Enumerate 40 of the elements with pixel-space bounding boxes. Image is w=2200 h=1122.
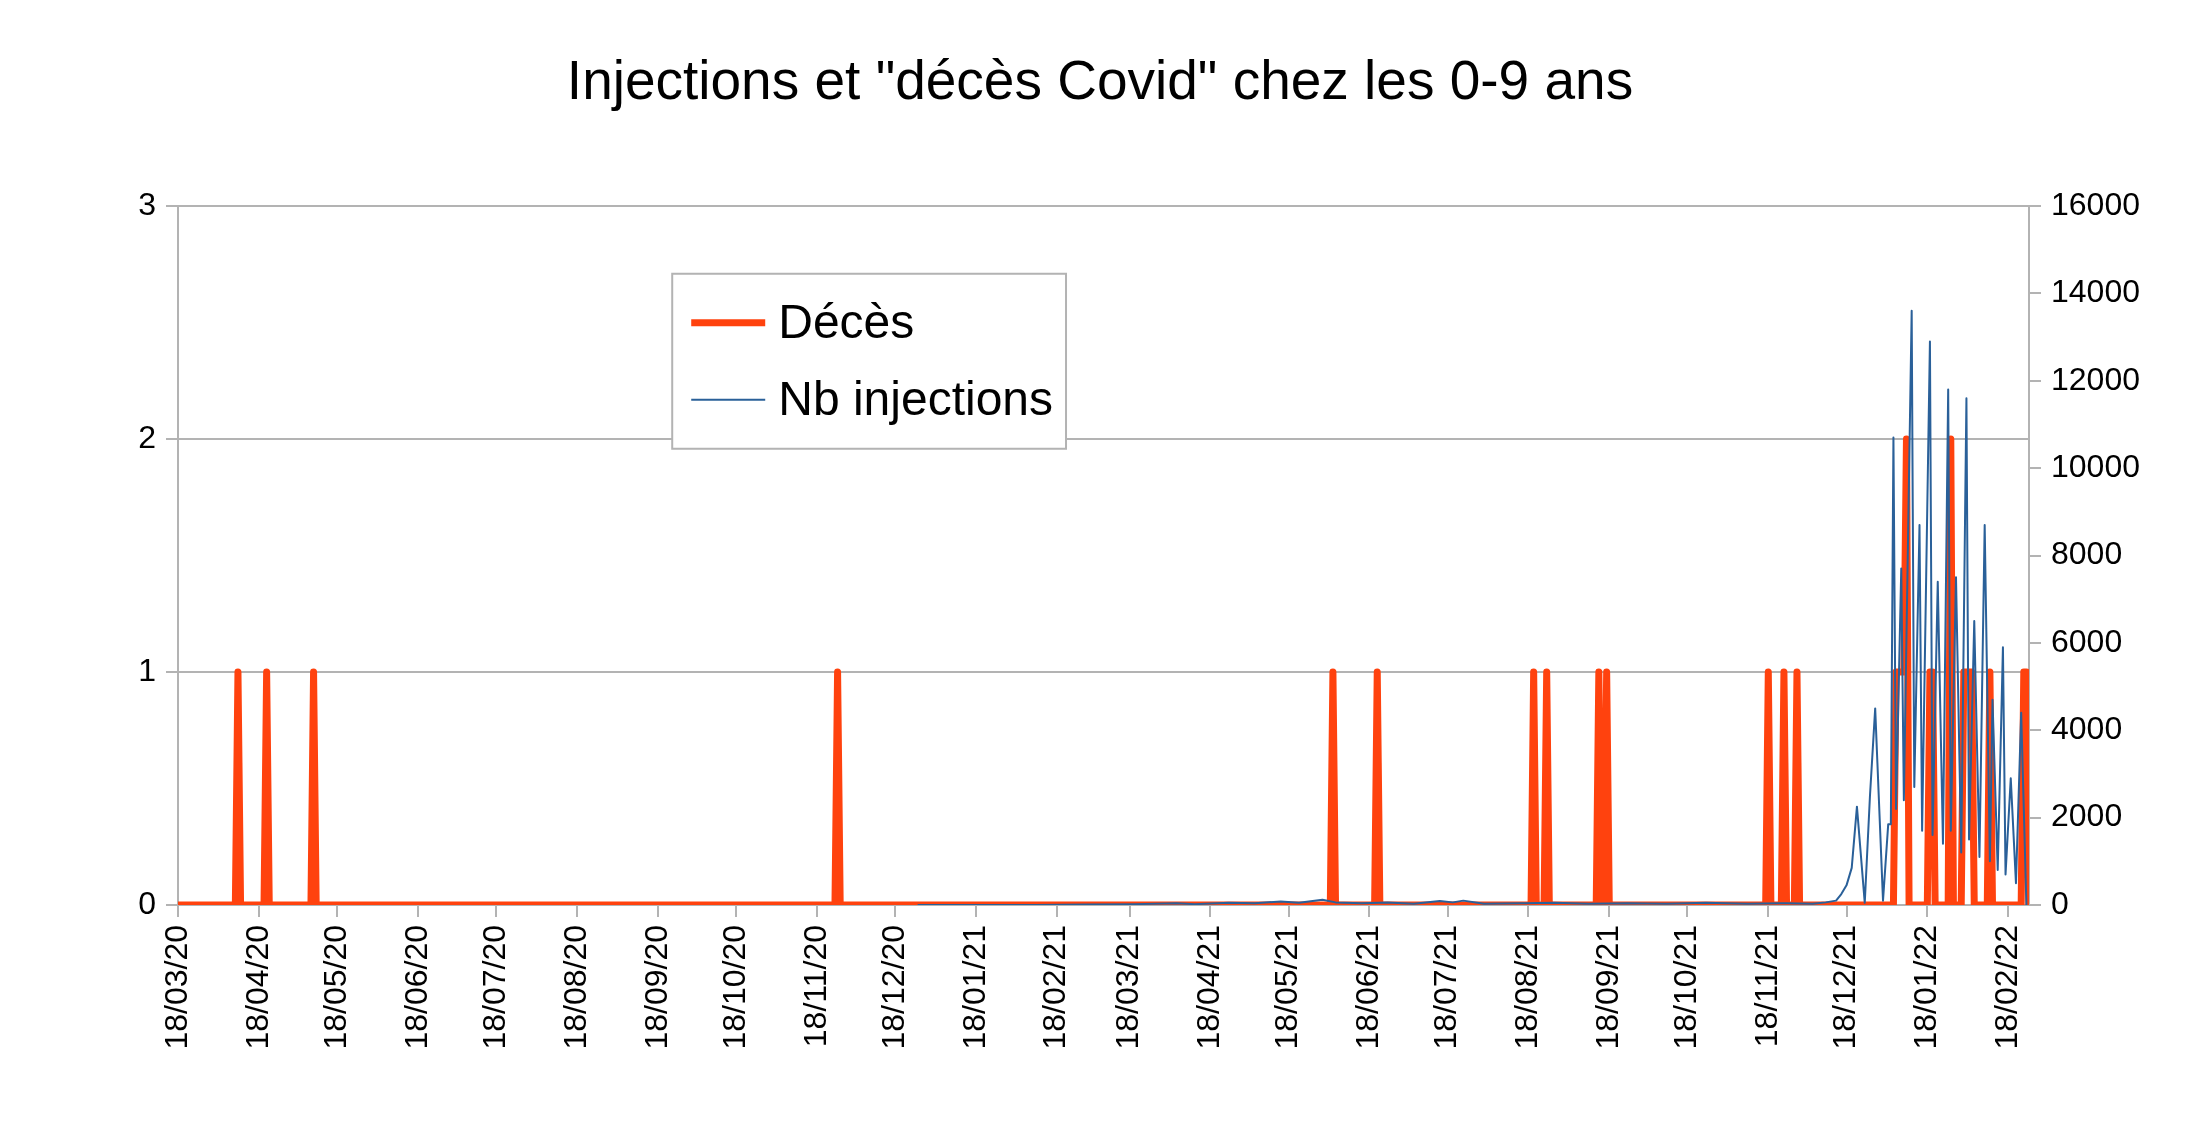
x-tick-label: 18/02/21	[1036, 925, 1073, 1050]
x-tick-label: 18/05/20	[316, 925, 353, 1050]
x-tick-label: 18/04/20	[238, 925, 275, 1050]
x-tick-label: 18/05/21	[1268, 925, 1305, 1050]
x-tick-label: 18/06/20	[397, 925, 434, 1050]
x-tick-label: 18/01/21	[955, 925, 992, 1050]
y2-tick-label: 2000	[2051, 797, 2123, 834]
x-tick-label: 18/12/21	[1826, 925, 1863, 1050]
x-tick-label: 18/11/21	[1748, 925, 1785, 1048]
y-tick-label: 2	[138, 418, 156, 455]
y2-tick-label: 16000	[2051, 185, 2140, 222]
chart-title: Injections et "décès Covid" chez les 0-9 ans	[566, 49, 1634, 112]
legend-label: Nb injections	[778, 372, 1054, 426]
x-tick-label: 18/12/20	[874, 925, 911, 1050]
x-tick-label: 18/03/20	[157, 925, 194, 1050]
y2-tick-label: 14000	[2051, 273, 2140, 310]
x-tick-label: 18/11/20	[796, 925, 833, 1048]
y2-tick-label: 0	[2051, 884, 2069, 921]
y-tick-label: 3	[138, 185, 156, 222]
y2-tick-label: 8000	[2051, 535, 2123, 572]
y-tick-label: 0	[138, 884, 156, 921]
y2-tick-label: 6000	[2051, 622, 2123, 659]
y-tick-label: 1	[138, 651, 156, 688]
x-tick-label: 18/04/21	[1190, 925, 1227, 1050]
x-tick-label: 18/10/21	[1667, 925, 1704, 1050]
x-tick-label: 18/06/21	[1349, 925, 1386, 1050]
x-tick-label: 18/09/20	[637, 925, 674, 1050]
x-tick-label: 18/10/20	[715, 925, 752, 1050]
legend-label: Décès	[778, 295, 915, 349]
x-tick-label: 18/08/20	[556, 925, 593, 1050]
x-tick-label: 18/02/22	[1987, 925, 2024, 1050]
y2-tick-label: 12000	[2051, 360, 2140, 397]
x-tick-label: 18/01/22	[1907, 925, 1944, 1050]
x-tick-label: 18/07/20	[475, 925, 512, 1050]
y2-tick-label: 10000	[2051, 447, 2140, 484]
x-tick-label: 18/08/21	[1508, 925, 1545, 1050]
x-tick-label: 18/03/21	[1109, 925, 1146, 1050]
x-tick-label: 18/09/21	[1589, 925, 1626, 1050]
y2-tick-label: 4000	[2051, 710, 2123, 747]
x-tick-label: 18/07/21	[1427, 925, 1464, 1050]
